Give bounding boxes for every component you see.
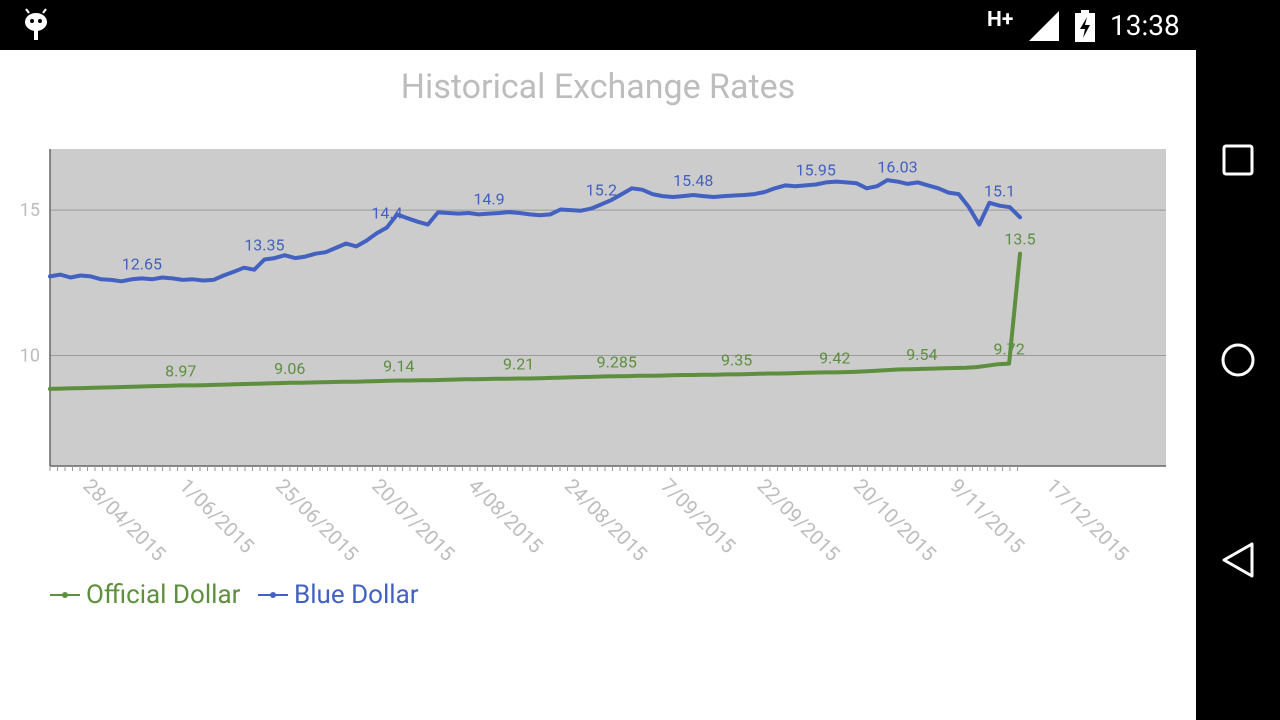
y-tick-label: 10 (20, 345, 40, 366)
navigation-bar (1196, 0, 1280, 720)
y-axis-ticks: 10 15 (20, 200, 40, 366)
data-label: 13.5 (1004, 230, 1035, 249)
x-tick-label: 22/09/2015 (753, 474, 845, 566)
x-tick-label: 17/12/2015 (1041, 474, 1133, 566)
signal-icon (1028, 10, 1060, 46)
data-label: 9.72 (993, 340, 1024, 359)
battery-charging-icon (1074, 10, 1096, 46)
data-label: 15.2 (586, 180, 617, 199)
data-label: 9.42 (819, 348, 850, 367)
data-label: 15.48 (673, 171, 713, 190)
axes (49, 149, 1166, 471)
network-type: H+ (987, 8, 1014, 32)
exchange-rate-chart: Historical Exchange Rates 10 15 28/04/201… (20, 67, 1166, 566)
data-label: 9.35 (721, 350, 752, 369)
series-line-official (48, 251, 1022, 391)
status-bar: H+ 13:38 (0, 0, 1196, 50)
data-labels: 8.97 9.06 9.14 9.21 9.285 9.35 9.42 9.54 9.72 13.… (122, 158, 1036, 381)
data-label: 14.9 (473, 190, 504, 209)
chart-title: Historical Exchange Rates (401, 67, 795, 107)
x-tick-label: 25/06/2015 (271, 474, 363, 566)
legend-official-dollar[interactable]: Official Dollar (50, 580, 240, 610)
data-label: 15.95 (796, 160, 836, 179)
x-tick-label: 20/10/2015 (849, 474, 941, 566)
recents-button[interactable] (1214, 136, 1262, 184)
x-tick-label: 9/11/2015 (945, 474, 1029, 558)
data-label: 9.54 (906, 345, 937, 364)
home-button[interactable] (1214, 336, 1262, 384)
data-label: 9.285 (597, 352, 637, 371)
data-label: 9.21 (503, 354, 534, 373)
back-button[interactable] (1214, 536, 1262, 584)
triangle-back-icon (1222, 542, 1254, 578)
x-tick-label: 20/07/2015 (367, 474, 459, 566)
square-icon (1222, 144, 1254, 176)
x-axis-labels: 28/04/2015 1/06/2015 25/06/2015 20/07/2015 4… (78, 474, 1133, 566)
legend-official-marker (50, 592, 80, 598)
data-label: 12.65 (122, 254, 162, 273)
data-label: 9.14 (383, 356, 414, 375)
clock: 13:38 (1110, 9, 1180, 42)
x-tick-label: 28/04/2015 (78, 474, 170, 566)
legend-blue-dollar[interactable]: Blue Dollar (258, 580, 419, 610)
circle-icon (1221, 343, 1255, 377)
data-label: 9.06 (274, 359, 305, 378)
x-tick-label: 1/06/2015 (175, 474, 259, 558)
x-tick-label: 24/08/2015 (560, 474, 652, 566)
series-layer (48, 178, 1022, 391)
legend-blue-label: Blue Dollar (294, 580, 419, 610)
grid-lines (50, 209, 1166, 356)
x-tick-label: 4/08/2015 (464, 474, 548, 558)
legend-blue-marker (258, 592, 288, 598)
android-icon (22, 8, 50, 46)
data-label: 13.35 (244, 236, 284, 255)
legend-official-label: Official Dollar (86, 580, 241, 610)
series-line-blue (48, 178, 1022, 284)
data-label: 16.03 (877, 158, 917, 177)
data-label: 15.1 (984, 182, 1015, 201)
data-label: 14.4 (371, 204, 402, 223)
chart-screen: Historical Exchange Rates 10 15 28/04/201… (0, 50, 1196, 720)
x-tick-label: 7/09/2015 (656, 474, 740, 558)
y-tick-label: 15 (20, 200, 40, 221)
data-label: 8.97 (165, 361, 196, 380)
